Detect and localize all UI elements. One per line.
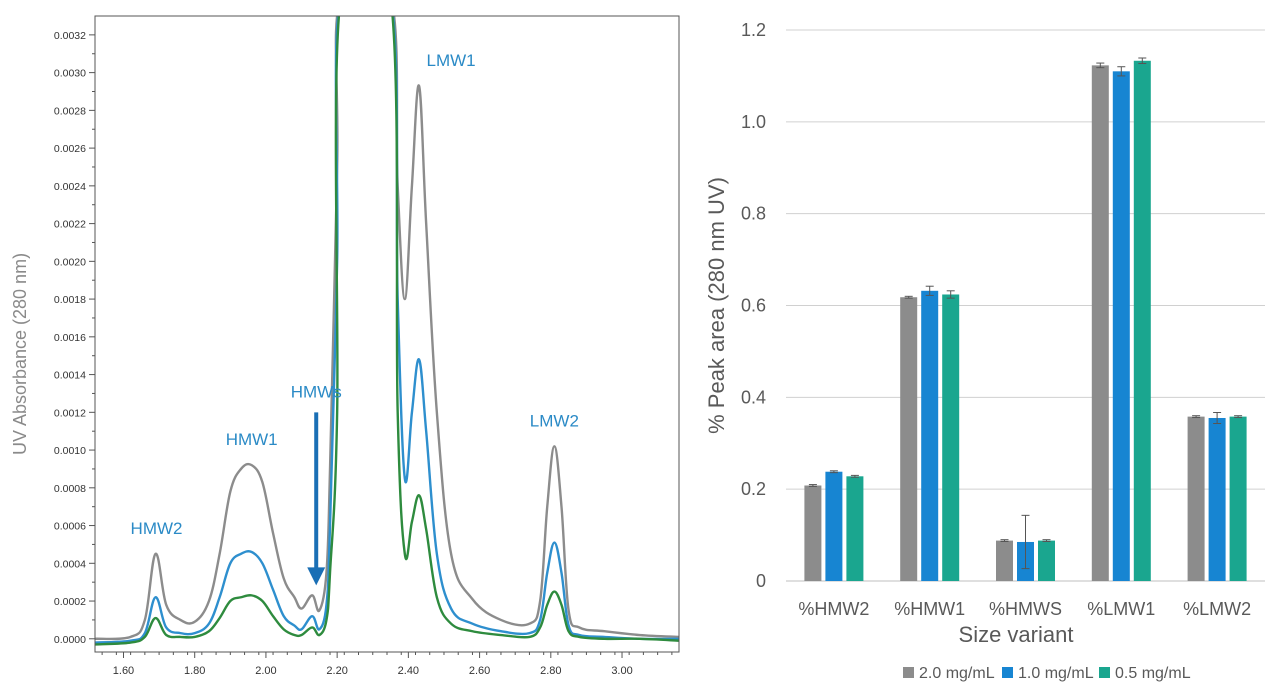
bar-lmw1-2 bbox=[1112, 71, 1130, 581]
chromatogram-y-axis-label: UV Absorbance (280 nm) bbox=[10, 253, 30, 455]
bar-x-tick-label: %LMW1 bbox=[1087, 599, 1155, 619]
chromatogram-y-ticks: 0.0000 0.0002 0.0004 0.0006 0.0008 0.0010 0.00… bbox=[54, 30, 95, 646]
legend-item-2: 1.0 mg/mL bbox=[1002, 665, 1094, 682]
chromatogram-trace-1 bbox=[95, 16, 679, 641]
bar-lmw1-1 bbox=[1091, 65, 1109, 581]
bar-chart-legend: 2.0 mg/mL 1.0 mg/mL 0.5 mg/mL bbox=[903, 665, 1191, 682]
bar-hmw2-3 bbox=[846, 476, 864, 581]
bar-x-tick-label: %HMW2 bbox=[798, 599, 869, 619]
y-tick-label: 0.0022 bbox=[54, 219, 86, 231]
legend-label: 2.0 mg/mL bbox=[919, 665, 995, 682]
bar-x-tick-label: %HMWS bbox=[989, 599, 1062, 619]
chromatogram-chart: 1.60 1.80 2.00 2.20 2.40 2.60 2.80 3.00 0.00000… bbox=[10, 15, 680, 677]
bar-chart-x-axis-label: Size variant bbox=[959, 622, 1074, 647]
annotation-hmw1: HMW1 bbox=[226, 430, 278, 449]
bar-chart-error-bars bbox=[808, 57, 1243, 570]
x-tick-label: 1.80 bbox=[184, 665, 205, 677]
y-tick-label: 0.0010 bbox=[54, 445, 86, 457]
y-tick-label: 0.0032 bbox=[54, 30, 86, 42]
legend-swatch bbox=[1099, 667, 1110, 678]
y-tick-label: 0.0024 bbox=[54, 181, 86, 193]
bar-y-tick-label: 1.2 bbox=[741, 20, 766, 40]
legend-item-3: 0.5 mg/mL bbox=[1099, 665, 1191, 682]
y-tick-label: 0.0014 bbox=[54, 370, 86, 382]
bar-chart-bars bbox=[804, 60, 1247, 582]
y-tick-label: 0.0000 bbox=[54, 634, 86, 646]
bar-hmw2-1 bbox=[804, 485, 822, 581]
legend-swatch bbox=[1002, 667, 1013, 678]
bar-y-tick-label: 1.0 bbox=[741, 112, 766, 132]
bar-chart-y-axis-label: % Peak area (280 nm UV) bbox=[704, 177, 729, 434]
x-tick-label: 2.00 bbox=[255, 665, 276, 677]
y-tick-label: 0.0020 bbox=[54, 256, 86, 268]
chromatogram-x-ticks: 1.60 1.80 2.00 2.20 2.40 2.60 2.80 3.00 bbox=[101, 652, 673, 677]
chromatogram-trace-3 bbox=[95, 16, 679, 646]
bar-hmw2-2 bbox=[825, 471, 843, 581]
bar-hmw1-2 bbox=[921, 290, 939, 581]
legend-item-1: 2.0 mg/mL bbox=[903, 665, 995, 682]
y-tick-label: 0.0006 bbox=[54, 521, 86, 533]
annotation-lmw1: LMW1 bbox=[426, 51, 475, 70]
legend-label: 0.5 mg/mL bbox=[1115, 665, 1191, 682]
y-tick-label: 0.0026 bbox=[54, 143, 86, 155]
hmws-arrow-head bbox=[307, 567, 326, 586]
x-tick-label: 1.60 bbox=[113, 665, 134, 677]
y-tick-label: 0.0002 bbox=[54, 596, 86, 608]
bar-lmw2-1 bbox=[1187, 416, 1205, 581]
chromatogram-traces bbox=[95, 16, 679, 646]
y-tick-label: 0.0030 bbox=[54, 68, 86, 80]
bar-lmw1-3 bbox=[1133, 60, 1151, 582]
bar-hmw1-3 bbox=[942, 294, 960, 581]
bar-y-tick-label: 0 bbox=[756, 571, 766, 591]
x-tick-label: 3.00 bbox=[611, 665, 632, 677]
bar-lmw2-3 bbox=[1229, 416, 1247, 581]
bar-y-tick-label: 0.6 bbox=[741, 296, 766, 316]
annotation-hmws: HMWs bbox=[291, 382, 342, 401]
x-tick-label: 2.80 bbox=[540, 665, 561, 677]
bar-x-tick-label: %LMW2 bbox=[1183, 599, 1251, 619]
annotation-lmw2: LMW2 bbox=[530, 411, 579, 430]
bar-y-tick-label: 0.4 bbox=[741, 387, 766, 407]
legend-label: 1.0 mg/mL bbox=[1018, 665, 1094, 682]
bar-chart-y-ticks: 0 0.2 0.4 0.6 0.8 1.0 1.2 bbox=[741, 20, 766, 591]
legend-swatch bbox=[903, 667, 914, 678]
chromatogram-trace-2 bbox=[95, 16, 679, 644]
bar-y-tick-label: 0.8 bbox=[741, 204, 766, 224]
y-tick-label: 0.0028 bbox=[54, 105, 86, 117]
bar-lmw2-2 bbox=[1208, 417, 1226, 581]
y-tick-label: 0.0004 bbox=[54, 558, 86, 570]
chromatogram-plot-frame bbox=[94, 15, 680, 653]
bar-x-tick-label: %HMW1 bbox=[894, 599, 965, 619]
x-tick-label: 2.20 bbox=[326, 665, 347, 677]
y-tick-label: 0.0016 bbox=[54, 332, 86, 344]
bar-y-tick-label: 0.2 bbox=[741, 479, 766, 499]
x-tick-label: 2.40 bbox=[398, 665, 419, 677]
bar-hmw1-1 bbox=[900, 297, 918, 581]
bar-hmws-3 bbox=[1038, 540, 1055, 581]
peak-area-bar-chart: 0 0.2 0.4 0.6 0.8 1.0 1.2 %HMW2 %HMW1 %HMWS %LMW1… bbox=[704, 20, 1265, 682]
x-tick-label: 2.60 bbox=[469, 665, 490, 677]
bar-chart-x-ticks: %HMW2 %HMW1 %HMWS %LMW1 %LMW2 bbox=[798, 599, 1251, 619]
y-tick-label: 0.0018 bbox=[54, 294, 86, 306]
bar-hmws-1 bbox=[996, 540, 1013, 581]
y-tick-label: 0.0012 bbox=[54, 407, 86, 419]
y-tick-label: 0.0008 bbox=[54, 483, 86, 495]
peak-annotations: HMW2 HMW1 HMWs LMW1 LMW2 bbox=[131, 51, 579, 586]
annotation-hmw2: HMW2 bbox=[131, 519, 183, 538]
